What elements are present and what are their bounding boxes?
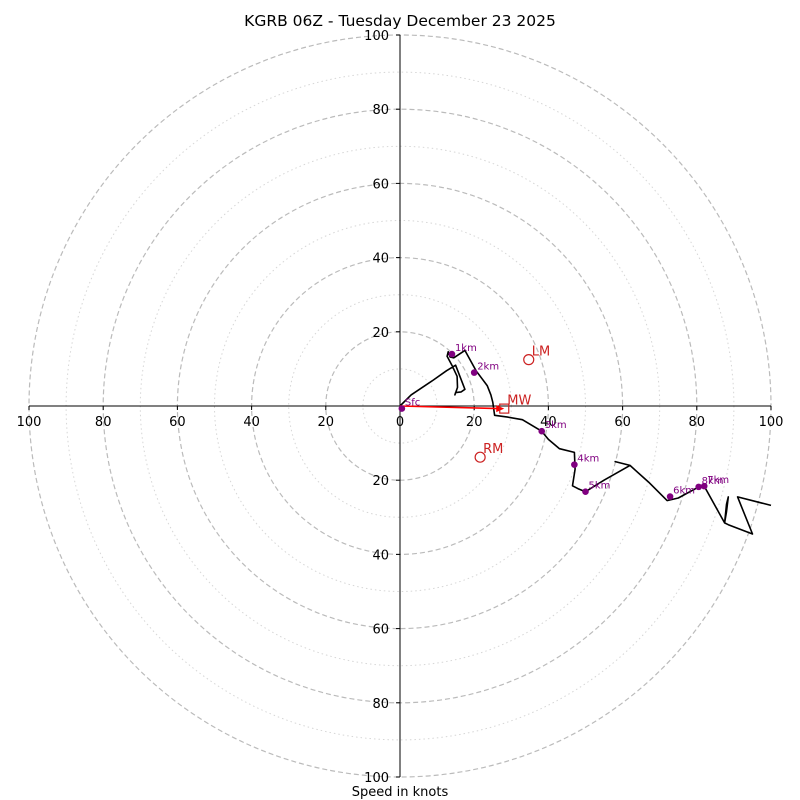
height-label-8km: 8km bbox=[702, 476, 724, 487]
y-tick-label: 20 bbox=[372, 326, 389, 341]
x-axis-label: Speed in knots bbox=[352, 785, 449, 800]
storm-motion-markers: LM RM MW bbox=[474, 345, 550, 463]
y-tick-label: 40 bbox=[372, 548, 389, 563]
storm-marker-mw bbox=[499, 403, 510, 414]
mean-wind-arrow-shaft bbox=[399, 405, 499, 410]
height-label-7km: 7km bbox=[707, 475, 729, 486]
storm-label-lm: LM bbox=[532, 345, 550, 360]
height-marker-1km bbox=[448, 350, 456, 358]
tick-labels: 100 80 60 40 20 0 20 40 60 80 100 100 80 60 40 20 20 40 60… bbox=[17, 29, 784, 786]
storm-label-mw: MW bbox=[507, 394, 531, 409]
height-label-2km: 2km bbox=[477, 362, 499, 373]
x-tick-label: 60 bbox=[169, 415, 186, 430]
height-marker-7km bbox=[700, 482, 708, 490]
height-label-3km: 3km bbox=[545, 420, 567, 431]
storm-marker-rm bbox=[474, 451, 486, 463]
height-marker-sfc bbox=[398, 405, 406, 412]
hodograph-line bbox=[399, 349, 772, 535]
x-tick-label: 40 bbox=[243, 415, 260, 430]
x-tick-label: 0 bbox=[396, 415, 404, 430]
x-tick-label: 60 bbox=[614, 415, 631, 430]
x-tick-label: 100 bbox=[17, 415, 42, 430]
x-tick-label: 80 bbox=[689, 415, 706, 430]
height-marker-6km bbox=[666, 493, 674, 500]
x-tick-label: 100 bbox=[759, 415, 784, 430]
height-label-sfc: Sfc bbox=[405, 398, 420, 409]
y-tick-label: 20 bbox=[372, 474, 389, 489]
y-tick-label: 40 bbox=[372, 252, 389, 267]
x-tick-label: 80 bbox=[95, 415, 112, 430]
height-marker-2km bbox=[470, 369, 478, 376]
storm-label-rm: RM bbox=[483, 442, 503, 457]
y-tick-label: 60 bbox=[372, 623, 389, 638]
hodograph-trace bbox=[399, 349, 772, 535]
height-marker-3km bbox=[538, 427, 546, 435]
y-tick-label: 80 bbox=[372, 697, 389, 712]
height-marker-4km bbox=[571, 461, 578, 468]
height-marker-8km bbox=[695, 483, 702, 491]
storm-marker-lm bbox=[523, 354, 535, 366]
y-tick-label: 80 bbox=[372, 103, 389, 118]
chart-title: KGRB 06Z - Tuesday December 23 2025 bbox=[244, 12, 556, 30]
x-tick-label: 20 bbox=[318, 415, 335, 430]
height-label-1km: 1km bbox=[455, 343, 477, 354]
y-tick-label: 100 bbox=[364, 771, 389, 786]
height-marker-5km bbox=[582, 488, 589, 496]
height-label-4km: 4km bbox=[577, 454, 599, 465]
y-tick-label: 100 bbox=[364, 29, 389, 44]
x-tick-label: 20 bbox=[466, 415, 483, 430]
height-label-6km: 6km bbox=[673, 486, 695, 497]
height-label-5km: 5km bbox=[589, 481, 611, 492]
y-tick-label: 60 bbox=[372, 177, 389, 192]
x-tick-label: 40 bbox=[540, 415, 557, 430]
